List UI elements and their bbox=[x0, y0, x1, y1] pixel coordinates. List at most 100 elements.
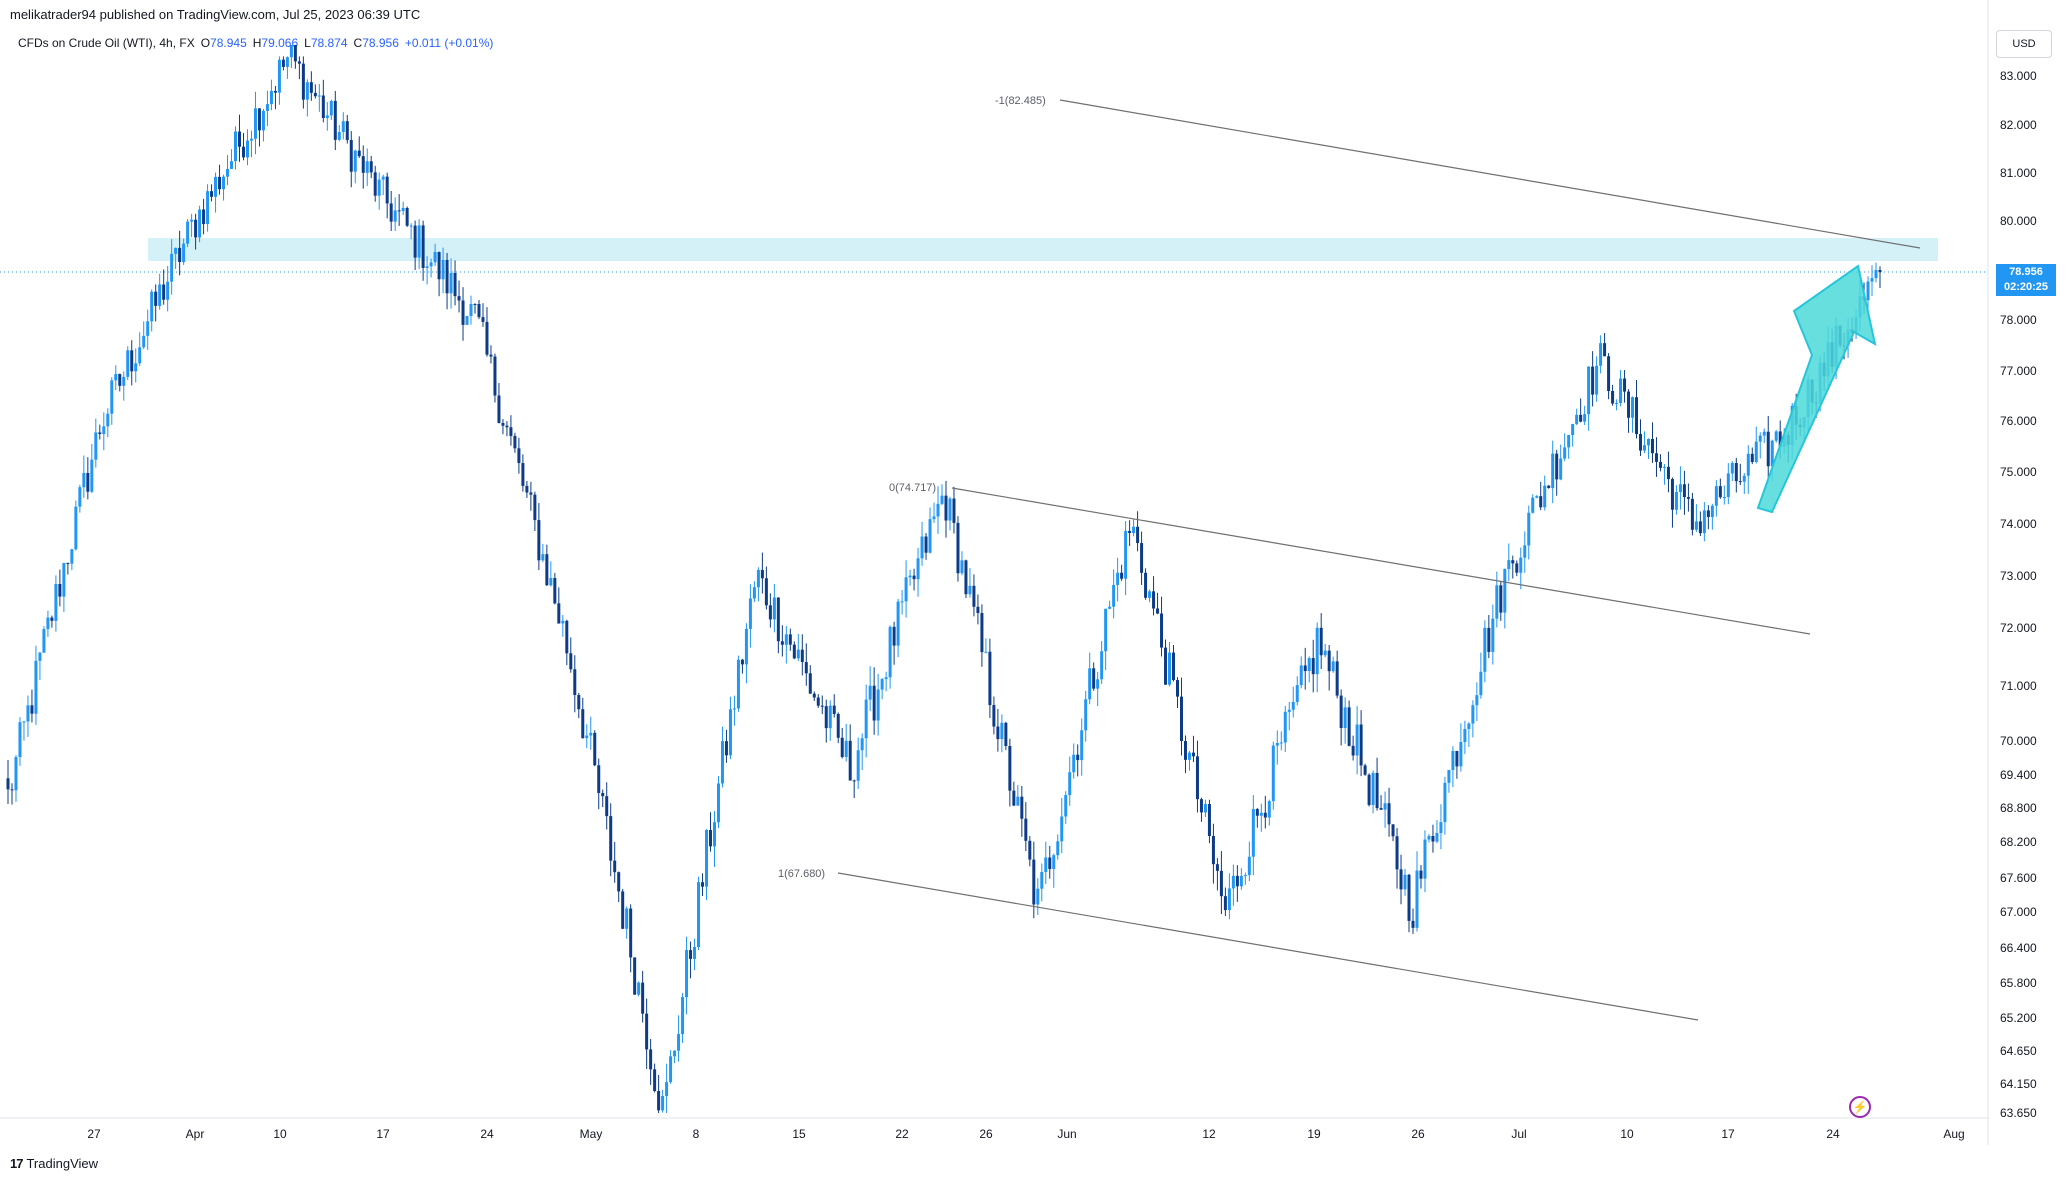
candle-body bbox=[569, 653, 573, 670]
candle-body bbox=[1567, 435, 1571, 448]
candle-body bbox=[708, 830, 712, 847]
candle-body bbox=[497, 395, 501, 423]
candle-body bbox=[1535, 496, 1539, 498]
candle-body bbox=[1714, 486, 1718, 506]
candle-body bbox=[633, 957, 637, 995]
price-tick-label: 64.150 bbox=[2000, 1077, 2037, 1091]
candle-body bbox=[577, 695, 581, 710]
bolt-icon[interactable]: ⚡ bbox=[1849, 1096, 1871, 1118]
candle-body bbox=[589, 732, 593, 736]
currency-selector[interactable]: USD bbox=[1996, 30, 2052, 58]
candle-body bbox=[780, 641, 784, 645]
candle-body bbox=[1271, 745, 1275, 802]
candle-body bbox=[1367, 774, 1371, 806]
candle-body bbox=[289, 44, 293, 58]
candle-body bbox=[461, 300, 465, 325]
candle-body bbox=[38, 652, 42, 661]
candle-body bbox=[1515, 563, 1519, 573]
symbol-name[interactable]: CFDs on Crude Oil (WTI), 4h, FX bbox=[18, 36, 195, 50]
candle-body bbox=[238, 131, 242, 147]
candle-body bbox=[1770, 440, 1774, 467]
candle-body bbox=[1331, 661, 1335, 672]
time-axis[interactable]: 27 Apr 10 17 24 May 8 15 22 26 Jun 12 19 26 Jul 10 17 24 A… bbox=[87, 1127, 1964, 1141]
candle-body bbox=[1076, 754, 1080, 761]
candle-body bbox=[772, 597, 776, 620]
candle-body bbox=[1559, 458, 1563, 480]
candle-body bbox=[253, 108, 257, 139]
candle-body bbox=[66, 562, 70, 564]
fib-line-middle[interactable] bbox=[951, 487, 1811, 635]
candle-body bbox=[1287, 709, 1291, 712]
candle-body bbox=[597, 765, 601, 794]
candle-body bbox=[1443, 782, 1447, 823]
candle-body bbox=[1371, 772, 1375, 806]
ohlc-high: H79.066 bbox=[252, 36, 299, 50]
fib-line-lower[interactable] bbox=[837, 872, 1699, 1021]
candle-body bbox=[1874, 269, 1878, 279]
candle-body bbox=[1579, 414, 1583, 422]
candle-body bbox=[812, 693, 816, 698]
candle-body bbox=[194, 219, 198, 238]
candle-body bbox=[856, 750, 860, 781]
candle-body bbox=[126, 350, 130, 377]
candle-body bbox=[888, 626, 892, 678]
candle-body bbox=[477, 303, 481, 318]
candle-body bbox=[226, 168, 230, 177]
candle-body bbox=[50, 617, 54, 621]
candle-body bbox=[154, 291, 158, 306]
candle-body bbox=[265, 104, 269, 111]
candle-body bbox=[1603, 343, 1607, 357]
candle-body bbox=[1403, 874, 1407, 890]
candle-body bbox=[605, 796, 609, 817]
candle-body bbox=[1024, 818, 1028, 841]
candle-body bbox=[944, 495, 948, 521]
price-axis[interactable]: 83.00082.00081.00080.00079.00078.00077.0… bbox=[2000, 69, 2037, 1120]
candle-body bbox=[1427, 836, 1431, 840]
candle-body bbox=[333, 100, 337, 140]
candle-body bbox=[182, 243, 186, 263]
resistance-zone[interactable] bbox=[148, 238, 1938, 261]
candle-body bbox=[1563, 447, 1567, 459]
price-tick-label: 65.800 bbox=[2000, 976, 2037, 990]
candle-body bbox=[6, 778, 10, 790]
time-tick-label: 27 bbox=[87, 1127, 101, 1141]
candle-body bbox=[261, 110, 265, 131]
time-tick-label: 10 bbox=[1620, 1127, 1634, 1141]
fib-line-upper[interactable] bbox=[1059, 99, 1921, 249]
candle-body bbox=[18, 722, 22, 758]
candle-body bbox=[214, 176, 218, 197]
candle-body bbox=[912, 575, 916, 580]
candle-body bbox=[1223, 896, 1227, 911]
candle-body bbox=[1690, 498, 1694, 530]
candle-body bbox=[393, 210, 397, 222]
candle-body bbox=[1395, 836, 1399, 870]
projection-arrow[interactable] bbox=[1756, 264, 1877, 514]
candle-body bbox=[884, 677, 888, 680]
candle-body bbox=[501, 422, 505, 426]
price-tick-label: 74.000 bbox=[2000, 517, 2037, 531]
candle-body bbox=[122, 376, 126, 386]
candle-body bbox=[389, 203, 393, 222]
candle-body bbox=[1227, 888, 1231, 911]
price-tick-label: 73.000 bbox=[2000, 569, 2037, 583]
price-tick-label: 67.600 bbox=[2000, 871, 2037, 885]
tradingview-logo-icon: 17 bbox=[10, 1156, 24, 1171]
candle-body bbox=[1044, 857, 1048, 873]
candle-body bbox=[489, 354, 493, 357]
candle-body bbox=[685, 950, 689, 998]
candle-body bbox=[1599, 343, 1603, 366]
candle-body bbox=[1631, 397, 1635, 418]
candle-body bbox=[106, 413, 110, 427]
candle-body bbox=[1519, 557, 1523, 573]
candle-body bbox=[1587, 366, 1591, 415]
candle-body bbox=[313, 92, 317, 97]
candle-body bbox=[433, 252, 437, 263]
candle-body bbox=[637, 982, 641, 995]
candle-body bbox=[230, 161, 234, 169]
candle-body bbox=[996, 726, 1000, 740]
candle-body bbox=[453, 272, 457, 297]
candle-body bbox=[649, 1049, 653, 1070]
candle-body bbox=[673, 1050, 677, 1057]
candle-body bbox=[1100, 651, 1104, 680]
